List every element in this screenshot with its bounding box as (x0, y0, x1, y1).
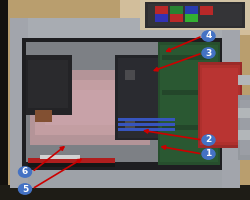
Text: 2: 2 (206, 136, 212, 144)
Circle shape (18, 167, 32, 177)
Circle shape (202, 149, 215, 159)
Circle shape (18, 184, 32, 194)
Text: 3: 3 (206, 48, 212, 58)
Circle shape (202, 135, 215, 145)
Text: 6: 6 (22, 168, 28, 176)
Text: 5: 5 (22, 184, 28, 194)
Circle shape (202, 31, 215, 41)
Text: 1: 1 (206, 150, 212, 158)
Text: 4: 4 (205, 31, 212, 40)
Circle shape (202, 48, 215, 58)
